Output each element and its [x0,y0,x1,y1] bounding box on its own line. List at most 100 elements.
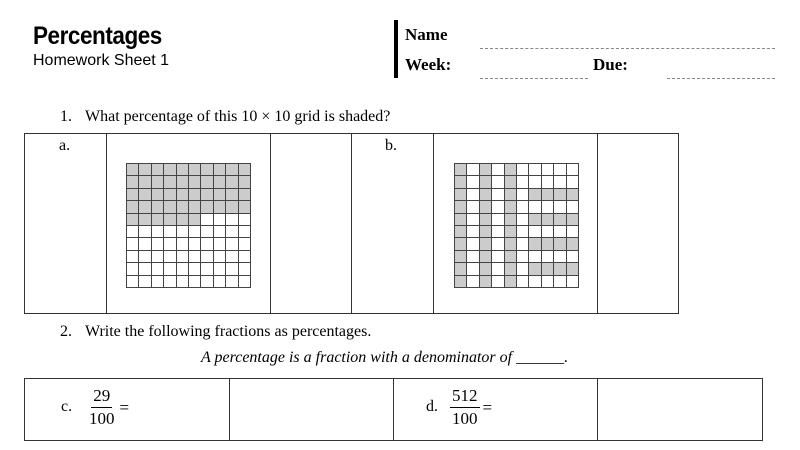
grid-square-shaded [164,164,177,177]
grid-square [554,225,567,239]
grid-square-shaded [529,213,542,226]
grid-square-shaded [455,238,468,251]
sheet-subtitle: Homework Sheet 1 [33,52,170,69]
grid-square-shaded [566,188,579,202]
grid-square-shaded [554,263,567,276]
grid-square [541,275,555,288]
question-1-table: a. b. [24,133,679,314]
grid-square [566,164,579,177]
grid-square-shaded [188,164,202,177]
grid-square [492,250,505,264]
numerator-d: 512 [450,385,480,408]
item-label-c: c. [61,398,73,415]
grid-square [213,225,227,239]
grid-cell-a [106,133,271,314]
grid-square [151,275,165,288]
grid-square-shaded [164,201,177,214]
grid-square [516,250,530,264]
fraction-c: 29 100 = [87,385,129,430]
grid-square [201,225,214,239]
name-field[interactable] [480,48,775,49]
fraction-cell-c: c. 29 100 = [24,378,230,441]
denominator-d: 100 [452,409,478,428]
grid-square [516,225,530,239]
grid-square [467,238,480,251]
grid-square-shaded [164,188,177,202]
answer-cell-b[interactable] [597,133,679,314]
grid-square [554,176,567,189]
grid-square [201,275,214,288]
due-field[interactable] [667,78,775,79]
grid-square-shaded [455,250,468,264]
grid-square-shaded [201,176,214,189]
week-field[interactable] [480,78,588,79]
grid-square-shaded [238,188,251,202]
grid-square-shaded [127,164,140,177]
grid-square-shaded [201,188,214,202]
grid-square [164,263,177,276]
grid-square-shaded [188,201,202,214]
question-2-table: c. 29 100 = d. 512 100 = [24,378,763,441]
grid-square [164,238,177,251]
grid-square [541,164,555,177]
label-cell-a: a. [24,133,107,314]
grid-square-shaded [455,225,468,239]
grid-square-shaded [566,263,579,276]
grid-square-shaded [504,176,517,189]
answer-cell-d[interactable] [597,378,763,441]
grid-square-shaded [176,213,189,226]
grid-square [188,275,202,288]
grid-square-shaded [188,188,202,202]
grid-square [213,238,227,251]
grid-square [164,275,177,288]
grid-square [492,188,505,202]
grid-square [554,201,567,214]
fraction-d: 512 100 = [450,385,492,430]
grid-square [492,225,505,239]
grid-square-shaded [479,263,493,276]
label-cell-b: b. [351,133,434,314]
grid-square [127,250,140,264]
grid-square-shaded [504,188,517,202]
grid-square-shaded [504,201,517,214]
grid-square-shaded [541,188,555,202]
grid-square-shaded [479,250,493,264]
grid-square [139,225,152,239]
grid-square [516,164,530,177]
question-1-text: What percentage of this 10 × 10 grid is … [85,108,391,125]
denominator-c: 100 [89,409,115,428]
grid-square-shaded [504,263,517,276]
grid-square [201,238,214,251]
grid-square-shaded [479,213,493,226]
grid-square [566,225,579,239]
grid-square-shaded [479,201,493,214]
grid-square [492,275,505,288]
grid-square [467,164,480,177]
answer-cell-c[interactable] [229,378,394,441]
grid-square [238,263,251,276]
grid-square-shaded [139,164,152,177]
grid-square-shaded [566,213,579,226]
grid-square-shaded [455,176,468,189]
grid-square [516,238,530,251]
grid-square [127,275,140,288]
grid-square [139,250,152,264]
grid-square-shaded [504,275,517,288]
grid-square [226,238,239,251]
week-label: Week: [405,55,452,74]
grid-square [566,275,579,288]
grid-square [541,176,555,189]
grid-square [164,225,177,239]
grid-square [188,250,202,264]
grid-square-shaded [504,250,517,264]
answer-cell-a[interactable] [270,133,352,314]
grid-cell-b [433,133,598,314]
grid-square [127,263,140,276]
grid-square-shaded [479,164,493,177]
grid-square [492,176,505,189]
sheet-title: Percentages [33,22,162,50]
grid-square-shaded [504,238,517,251]
grid-square [516,213,530,226]
grid-square-shaded [541,213,555,226]
grid-square [467,275,480,288]
